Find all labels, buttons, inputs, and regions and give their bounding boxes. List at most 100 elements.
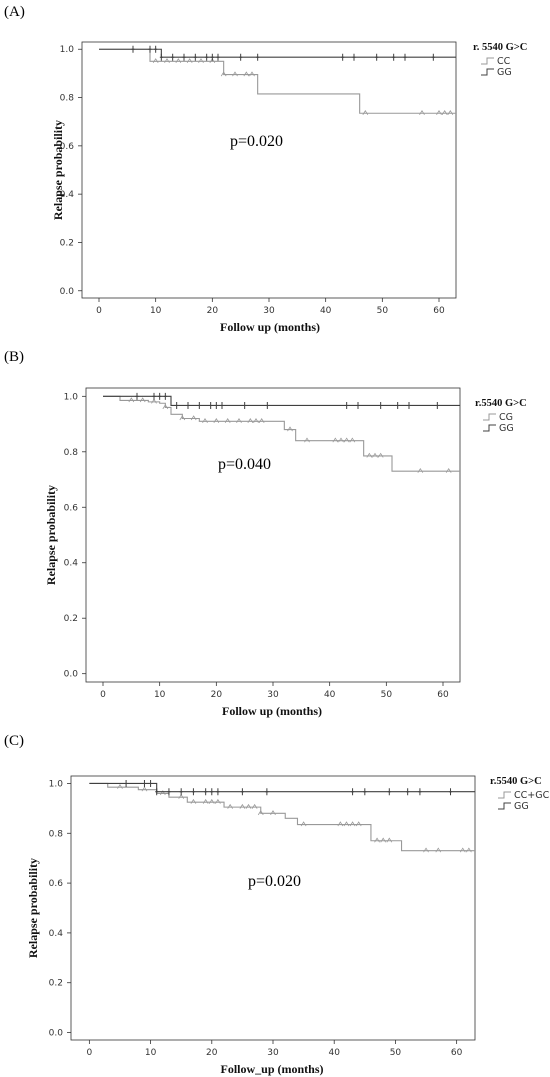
censor-mark bbox=[392, 53, 396, 61]
plot-frame bbox=[70, 775, 476, 1041]
p-value-annotation: p=0.040 bbox=[218, 456, 271, 473]
censor-mark bbox=[232, 71, 238, 77]
censor-mark bbox=[154, 45, 158, 53]
y-tick-label: 0.8 bbox=[64, 448, 79, 458]
censor-mark bbox=[459, 847, 466, 853]
legend-swatch bbox=[483, 413, 496, 421]
series-cg bbox=[103, 395, 460, 473]
x-tick-label: 40 bbox=[324, 690, 336, 700]
censor-mark bbox=[190, 415, 197, 421]
censor-mark bbox=[175, 401, 179, 409]
chart-panel-c: (C) 0.0 0.2 0.4 0.6 0.8 1.0 0 10 20 30 40 50 60 Follow… bbox=[4, 733, 550, 1076]
legend-swatch bbox=[481, 68, 494, 76]
censor-mark bbox=[205, 53, 209, 61]
censor-mark bbox=[418, 788, 422, 796]
censor-mark bbox=[265, 401, 269, 409]
censor-mark bbox=[220, 401, 224, 409]
y-tick-label: 0.8 bbox=[49, 829, 64, 839]
legend-title: r. 5540 G>C bbox=[473, 42, 527, 53]
censor-mark bbox=[179, 415, 186, 421]
censor-mark bbox=[159, 790, 166, 796]
censor-mark bbox=[423, 847, 429, 853]
legend-swatch bbox=[481, 57, 494, 65]
censor-mark bbox=[214, 401, 218, 409]
censor-mark bbox=[445, 467, 452, 473]
x-tick-label: 60 bbox=[433, 306, 445, 316]
censor-mark bbox=[349, 437, 356, 443]
series-gg bbox=[99, 45, 456, 61]
survival-step-line bbox=[103, 395, 460, 472]
x-axis-title: Follow up (months) bbox=[222, 704, 322, 718]
x-axis-title: Follow up (months) bbox=[220, 320, 320, 334]
censor-mark bbox=[304, 437, 310, 443]
censor-mark bbox=[179, 788, 183, 796]
censor-mark bbox=[204, 788, 208, 796]
censor-mark bbox=[213, 418, 220, 423]
y-tick-label: 0.4 bbox=[64, 559, 79, 569]
y-axis-title: Relapse probability bbox=[26, 858, 40, 958]
censor-mark bbox=[417, 467, 424, 473]
x-tick-label: 20 bbox=[206, 1048, 218, 1058]
x-tick-label: 10 bbox=[150, 306, 162, 316]
censor-mark bbox=[406, 788, 410, 796]
x-tick-label: 10 bbox=[154, 690, 166, 700]
censor-mark bbox=[152, 58, 159, 64]
censor-mark bbox=[171, 53, 175, 61]
legend-swatch bbox=[498, 802, 511, 810]
x-tick-label: 40 bbox=[320, 306, 332, 316]
censor-mark bbox=[379, 401, 383, 409]
censor-mark bbox=[249, 71, 255, 77]
censor-mark bbox=[332, 437, 339, 443]
chart-panel-b: (B) 0.0 0.2 0.4 0.6 0.8 1.0 0 10 20 30 40 50 60 Follow… bbox=[4, 349, 527, 718]
censor-mark bbox=[245, 803, 252, 809]
series-cc-gc bbox=[89, 782, 475, 853]
survival-step-line bbox=[89, 782, 475, 793]
censor-mark bbox=[403, 53, 407, 61]
survival-step-line bbox=[103, 395, 460, 407]
y-tick-label: 0.8 bbox=[60, 94, 75, 104]
censor-mark bbox=[152, 392, 156, 400]
censor-mark bbox=[135, 392, 139, 400]
censor-mark bbox=[191, 788, 195, 796]
censor-mark bbox=[149, 779, 153, 787]
series-gg bbox=[89, 779, 475, 796]
legend-item: GG bbox=[499, 423, 514, 434]
censor-mark bbox=[387, 788, 391, 796]
x-tick-label: 60 bbox=[437, 690, 449, 700]
x-tick-label: 10 bbox=[145, 1048, 157, 1058]
y-tick-label: 0.2 bbox=[49, 979, 63, 989]
censor-mark bbox=[202, 798, 209, 804]
censor-mark bbox=[355, 821, 362, 827]
censor-mark bbox=[186, 58, 193, 64]
x-tick-label: 0 bbox=[100, 690, 106, 700]
censor-mark bbox=[227, 803, 233, 809]
x-tick-label: 30 bbox=[267, 1048, 279, 1058]
censor-mark bbox=[300, 821, 307, 827]
censor-mark bbox=[239, 803, 246, 809]
x-tick-label: 30 bbox=[263, 306, 275, 316]
censor-mark bbox=[210, 53, 214, 61]
survival-step-line bbox=[99, 48, 456, 58]
censor-mark bbox=[175, 58, 182, 64]
censor-mark bbox=[270, 810, 276, 816]
censor-mark bbox=[343, 821, 350, 827]
legend-item: CC+GC bbox=[514, 790, 550, 801]
censor-mark bbox=[210, 788, 214, 796]
y-tick-label: 1.0 bbox=[64, 392, 79, 402]
censor-mark bbox=[338, 437, 344, 443]
y-tick-label: 0.6 bbox=[64, 503, 79, 513]
censor-mark bbox=[141, 786, 148, 792]
censor-mark bbox=[186, 401, 190, 409]
censor-mark bbox=[139, 397, 146, 403]
censor-mark bbox=[215, 798, 221, 804]
censor-mark bbox=[162, 404, 169, 410]
censor-mark bbox=[164, 58, 170, 64]
y-tick-label: 0.0 bbox=[60, 287, 75, 297]
censor-mark bbox=[131, 45, 135, 53]
plot-frame bbox=[81, 41, 457, 299]
censor-mark bbox=[386, 837, 393, 843]
censor-mark bbox=[363, 788, 367, 796]
legend-title: r.5540 G>C bbox=[475, 398, 527, 409]
y-tick-label: 0.2 bbox=[64, 614, 78, 624]
y-axis-title: Relapse probability bbox=[51, 120, 65, 220]
